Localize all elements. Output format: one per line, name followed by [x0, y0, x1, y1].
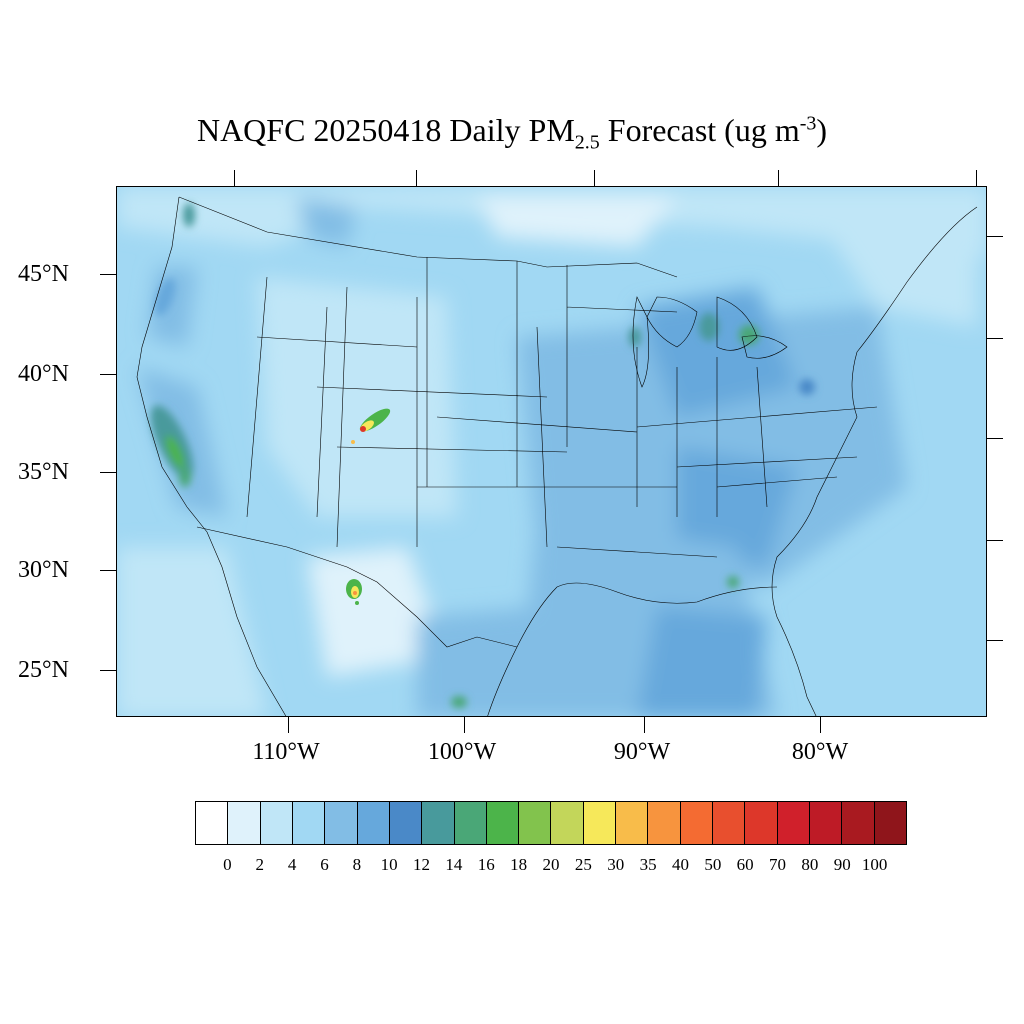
colorbar-cell	[680, 802, 713, 844]
colorbar-tick-label: 0	[223, 855, 232, 874]
colorbar-tick-label: 20	[542, 855, 560, 874]
map-panel	[116, 186, 987, 717]
right-tick-4	[987, 540, 1003, 541]
colorbar-cell	[260, 802, 293, 844]
top-tick-3	[594, 170, 595, 186]
colorbar-tick-label: 90	[833, 855, 851, 874]
colorbar-tick-label: 100	[861, 855, 888, 874]
lat-label-40: 40°N	[18, 361, 69, 387]
bottom-tick-3	[644, 717, 645, 733]
pm25-map	[117, 187, 986, 716]
colorbar-tick-label: 8	[352, 855, 362, 874]
states-grid	[246, 257, 878, 558]
colorbar-tick-label: 14	[445, 855, 463, 874]
concentration-field	[117, 187, 986, 716]
lon-label-90: 90°W	[613, 739, 671, 765]
colorbar-tick-label: 6	[320, 855, 329, 874]
colorbar-tick-label: 40	[671, 855, 689, 874]
lat-label-45: 45°N	[18, 261, 69, 287]
bottom-tick-1	[288, 717, 289, 733]
hotspots	[150, 203, 815, 708]
colorbar-cell	[228, 802, 261, 844]
colorbar-tick-label: 30	[607, 855, 625, 874]
lon-label-110: 110°W	[252, 739, 320, 765]
colorbar-tick-label: 18	[510, 855, 528, 874]
left-tick-5	[100, 670, 116, 671]
colorbar-cell	[648, 802, 681, 844]
boundaries	[136, 196, 978, 716]
colorbar-cell	[777, 802, 810, 844]
colorbar-cell	[486, 802, 520, 844]
colorbar-cell	[389, 802, 423, 844]
colorbar-tick-label: 70	[769, 855, 787, 874]
bottom-tick-2	[464, 717, 465, 733]
colorbar-cell	[842, 802, 875, 844]
colorbar-tick-label: 4	[287, 855, 297, 874]
colorbar-tick-label: 16	[477, 855, 495, 874]
colorbar-cell	[422, 802, 455, 844]
fire-plumes	[346, 408, 391, 605]
colorbar-cell	[874, 802, 906, 844]
colorbar-tick-label: 10	[380, 855, 398, 874]
top-tick-5	[976, 170, 977, 186]
lat-label-25: 25°N	[18, 657, 69, 683]
coastline-east	[771, 206, 978, 716]
colorbar-cell	[454, 802, 487, 844]
lon-label-80: 80°W	[791, 739, 849, 765]
colorbar-cell	[713, 802, 746, 844]
colorbar-cell	[583, 802, 617, 844]
colorbar-tick-label: 2	[255, 855, 264, 874]
right-tick-2	[987, 338, 1003, 339]
colorbar-tick-label: 35	[639, 855, 657, 874]
chart-title: NAQFC 20250418 Daily PM2.5 Forecast (ug …	[196, 112, 828, 154]
lat-label-35: 35°N	[18, 459, 69, 485]
colorbar-cell	[325, 802, 358, 844]
colorbar-cell	[292, 802, 326, 844]
colorbar-cell	[745, 802, 778, 844]
colorbar-cell	[809, 802, 843, 844]
colorbar-cell	[357, 802, 390, 844]
colorbar-cell	[551, 802, 584, 844]
colorbar-tick-label: 60	[736, 855, 754, 874]
colorbar-tick-label: 12	[413, 855, 431, 874]
gulf-coast	[487, 582, 778, 716]
bottom-tick-4	[820, 717, 821, 733]
lon-label-100: 100°W	[427, 739, 497, 765]
colorbar-cell	[519, 802, 552, 844]
colorbar-tick-label: 25	[574, 855, 592, 874]
top-tick-4	[778, 170, 779, 186]
colorbar	[195, 801, 907, 845]
border-mexico	[196, 526, 518, 648]
colorbar-cell	[196, 802, 229, 844]
left-tick-1	[100, 274, 116, 275]
great-lakes	[632, 296, 788, 388]
colorbar-tick-label: 50	[704, 855, 722, 874]
right-tick-1	[987, 236, 1003, 237]
colorbar-tick-label: 80	[801, 855, 819, 874]
right-tick-5	[987, 640, 1003, 641]
top-tick-1	[234, 170, 235, 186]
colorbar-cell	[616, 802, 649, 844]
right-tick-3	[987, 438, 1003, 439]
top-tick-2	[416, 170, 417, 186]
lat-label-30: 30°N	[18, 557, 69, 583]
left-tick-3	[100, 472, 116, 473]
left-tick-4	[100, 570, 116, 571]
coastline-west	[136, 196, 287, 716]
left-tick-2	[100, 374, 116, 375]
